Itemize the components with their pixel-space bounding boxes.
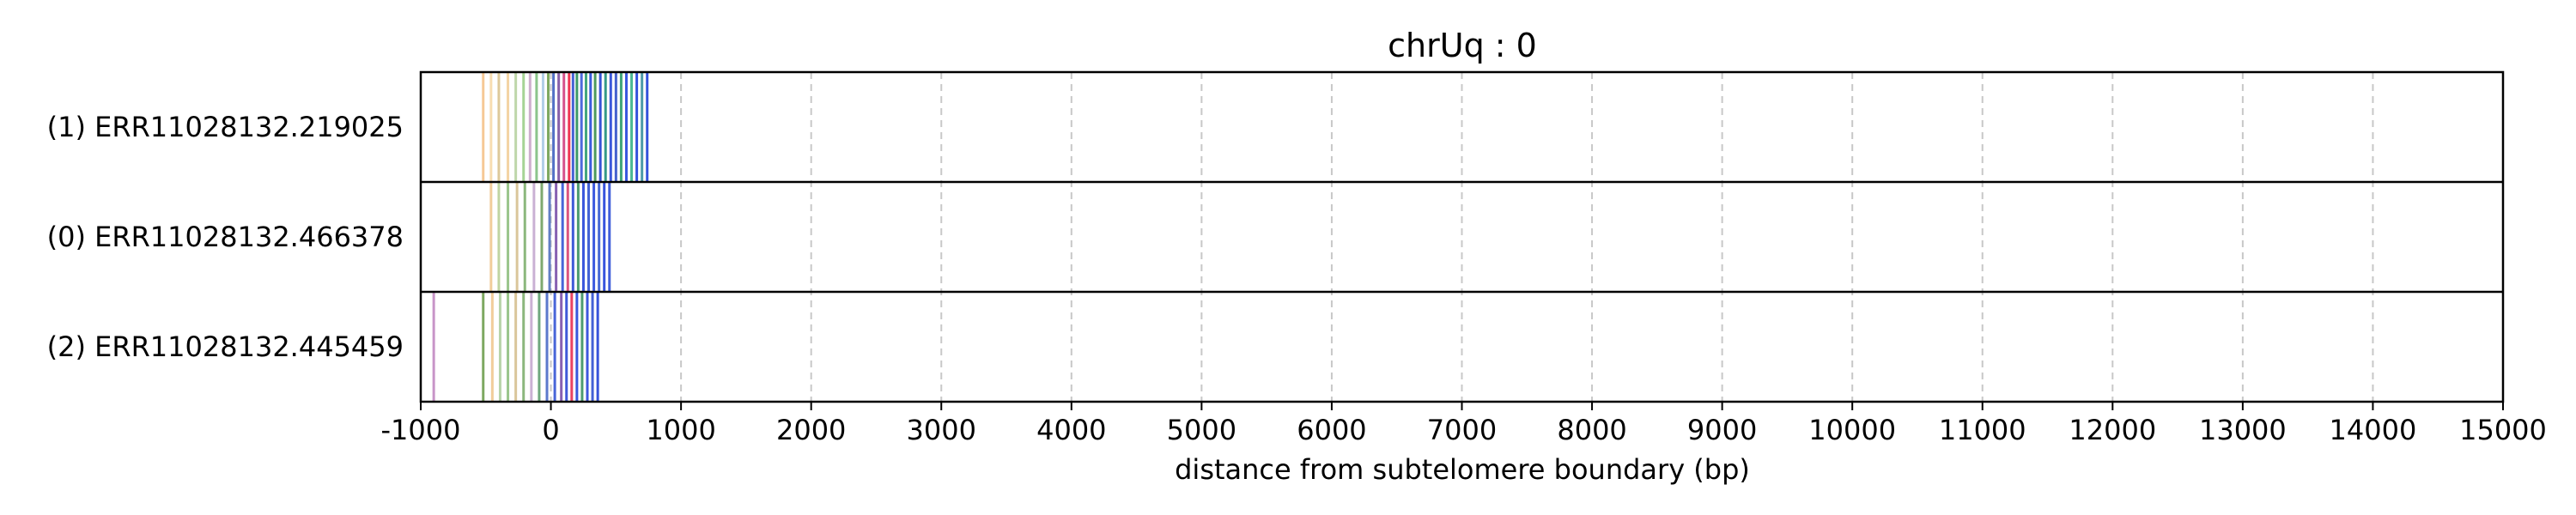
motif-mark: [562, 72, 565, 182]
motif-mark: [572, 72, 574, 182]
motif-mark: [491, 292, 494, 402]
motif-mark: [482, 72, 484, 182]
x-axis: -1000 0 1000 2000 3000 4000 5000 6000 7000 8000 90…: [381, 402, 2547, 446]
motif-mark: [594, 72, 597, 182]
motif-mark: [497, 72, 500, 182]
motif-mark: [580, 72, 583, 182]
motif-mark: [570, 292, 573, 402]
motif-mark: [560, 292, 562, 402]
motif-mark: [646, 72, 648, 182]
motif-mark: [625, 72, 628, 182]
motif-mark: [522, 292, 525, 402]
read-rows: (1) ERR11028132.219025 (0) ERR11028132.46…: [47, 72, 649, 402]
motif-mark: [641, 72, 643, 182]
x-tick-label: 14000: [2330, 414, 2417, 446]
motif-mark: [547, 72, 550, 182]
x-tick-label: 7000: [1427, 414, 1497, 446]
motif-mark: [529, 72, 532, 182]
motif-mark: [572, 182, 574, 292]
motif-mark: [555, 182, 557, 292]
motif-mark: [603, 182, 605, 292]
x-tick-label: 2000: [776, 414, 846, 446]
motif-mark: [482, 292, 484, 402]
x-tick-label: 5000: [1167, 414, 1236, 446]
motif-mark: [524, 182, 526, 292]
motif-mark: [535, 72, 538, 182]
motif-mark: [586, 292, 589, 402]
motif-mark: [567, 182, 569, 292]
motif-mark: [587, 182, 590, 292]
x-tick-label: 15000: [2459, 414, 2547, 446]
motif-mark: [552, 72, 555, 182]
motif-mark: [608, 182, 611, 292]
motif-mark: [580, 292, 583, 402]
x-tick-label: 0: [542, 414, 559, 446]
motif-mark: [433, 292, 435, 402]
motif-mark: [516, 182, 519, 292]
motif-mark: [530, 292, 532, 402]
motif-mark: [592, 292, 594, 402]
motif-mark: [546, 292, 549, 402]
motif-mark: [538, 292, 540, 402]
x-tick-label: 8000: [1557, 414, 1626, 446]
row-label: (1) ERR11028132.219025: [47, 111, 404, 143]
motif-mark: [540, 182, 543, 292]
motif-mark: [585, 72, 587, 182]
motif-mark: [610, 72, 612, 182]
x-tick-label: 13000: [2199, 414, 2287, 446]
motif-mark: [507, 182, 509, 292]
motif-mark: [592, 182, 595, 292]
x-tick-label: -1000: [381, 414, 461, 446]
x-tick-label: 9000: [1687, 414, 1757, 446]
motif-mark: [522, 72, 525, 182]
motif-mark: [605, 72, 607, 182]
motif-mark: [597, 292, 599, 402]
motif-mark: [620, 72, 623, 182]
x-gridlines: [551, 72, 2373, 402]
x-tick-label: 11000: [1939, 414, 2026, 446]
motif-mark: [630, 72, 633, 182]
motif-mark: [568, 72, 570, 182]
motif-mark: [489, 182, 492, 292]
row-label: (0) ERR11028132.466378: [47, 221, 404, 253]
x-tick-label: 4000: [1036, 414, 1106, 446]
motif-mark: [582, 182, 585, 292]
motif-mark: [532, 182, 535, 292]
motif-mark: [499, 292, 501, 402]
x-tick-label: 3000: [907, 414, 976, 446]
motif-mark: [554, 292, 556, 402]
motif-mark: [507, 292, 509, 402]
row-label: (2) ERR11028132.445459: [47, 330, 404, 363]
motif-mark: [575, 72, 578, 182]
motif-mark: [589, 72, 592, 182]
motif-mark: [557, 72, 560, 182]
motif-mark: [507, 72, 509, 182]
motif-mark: [635, 72, 638, 182]
motif-mark: [615, 72, 617, 182]
x-tick-label: 10000: [1808, 414, 1896, 446]
motif-mark: [599, 72, 602, 182]
motif-mark: [549, 182, 551, 292]
motif-mark: [575, 292, 578, 402]
chart-title: chrUq : 0: [1388, 27, 1537, 64]
x-tick-label: 6000: [1297, 414, 1366, 446]
x-axis-label: distance from subtelomere boundary (bp): [1175, 453, 1750, 486]
motif-mark: [514, 292, 517, 402]
motif-mark: [497, 182, 500, 292]
motif-mark: [562, 182, 564, 292]
motif-mark: [542, 72, 544, 182]
motif-mark: [577, 182, 580, 292]
motif-mark: [598, 182, 600, 292]
motif-mark: [489, 72, 492, 182]
x-tick-label: 1000: [646, 414, 715, 446]
motif-mark: [565, 292, 568, 402]
x-tick-label: 12000: [2069, 414, 2156, 446]
motif-mark: [514, 72, 517, 182]
